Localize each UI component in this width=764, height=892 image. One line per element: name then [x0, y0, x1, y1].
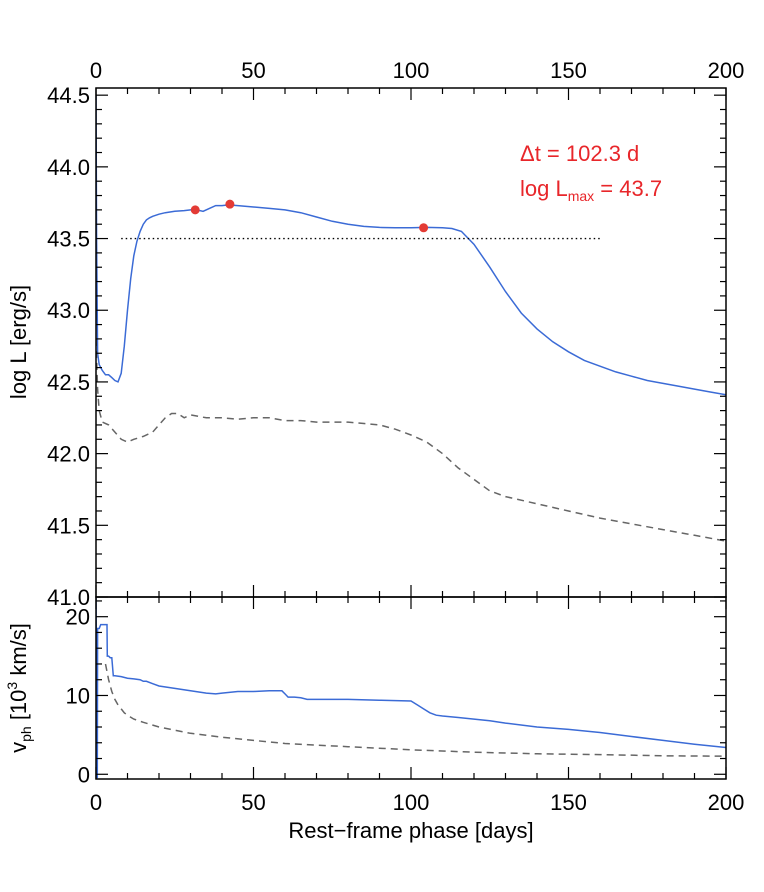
- x-tick-label-bottom: 50: [241, 790, 265, 815]
- vph-superscript: 3: [4, 682, 20, 690]
- x-tick-label-top: 50: [241, 58, 265, 83]
- lmax-annotation: log Lmax = 43.7: [520, 176, 662, 204]
- vph-subscript: ph: [18, 726, 34, 742]
- x-tick-label-top: 200: [708, 58, 745, 83]
- x-tick-label-top: 150: [550, 58, 587, 83]
- y-tick-label: 43.0: [47, 298, 90, 323]
- y-tick-label: 0: [78, 762, 90, 787]
- y-tick-label: 43.5: [47, 227, 90, 252]
- y-tick-label: 41.5: [47, 513, 90, 538]
- x-tick-label-top: 100: [393, 58, 430, 83]
- vph-main: v: [6, 742, 31, 753]
- y-tick-label: 44.0: [47, 155, 90, 180]
- delta-t-annotation: Δt = 102.3 d: [520, 141, 639, 166]
- luminosity-y-axis-label: log L [erg/s]: [6, 285, 31, 399]
- y-tick-label: 20: [66, 605, 90, 630]
- vel-series-dashed-line: [104, 663, 726, 757]
- y-tick-label: 10: [66, 683, 90, 708]
- y-tick-label: 44.5: [47, 83, 90, 108]
- luminosity-panel: 0 50 100 150 200 41.0 41.5 42.0 42.5 43.0 43.5 44.0…: [6, 58, 744, 610]
- vel-series-solid-line: [96, 597, 726, 779]
- peak-marker-point: [190, 205, 200, 215]
- peak-marker-point: [419, 223, 429, 233]
- peak-marker-point: [225, 199, 235, 209]
- y-tick-label: 42.5: [47, 370, 90, 395]
- lum-series-solid-line: [96, 95, 726, 396]
- luminosity-series-layer: [96, 95, 726, 542]
- vph-units-open: [10: [6, 690, 31, 727]
- y-tick-label: 42.0: [47, 442, 90, 467]
- x-tick-label-bottom: 100: [393, 790, 430, 815]
- velocity-panel: 0 50 100 150 200 0 10 20 vph [103 km/s] Rest−fr…: [4, 596, 745, 843]
- vph-units-close: km/s]: [6, 623, 31, 682]
- lmax-value: = 43.7: [594, 176, 662, 201]
- x-tick-label-bottom: 0: [90, 790, 102, 815]
- lum-series-dashed-line: [96, 338, 726, 542]
- velocity-plot-frame: [95, 596, 727, 780]
- lmax-subscript: max: [568, 188, 594, 204]
- velocity-axis-ticks: 0 50 100 150 200 0 10 20: [66, 597, 745, 815]
- lmax-prefix: log L: [520, 176, 568, 201]
- x-axis-label: Rest−frame phase [days]: [288, 818, 533, 843]
- x-tick-label-bottom: 150: [550, 790, 587, 815]
- velocity-series-layer: [96, 597, 726, 779]
- luminosity-axis-ticks: 0 50 100 150 200 41.0 41.5 42.0 42.5 43.0 43.5 44.0…: [47, 58, 744, 610]
- velocity-y-axis-label: vph [103 km/s]: [4, 623, 34, 753]
- x-tick-label-top: 0: [90, 58, 102, 83]
- x-tick-label-bottom: 200: [708, 790, 745, 815]
- y-tick-label: 41.0: [47, 585, 90, 610]
